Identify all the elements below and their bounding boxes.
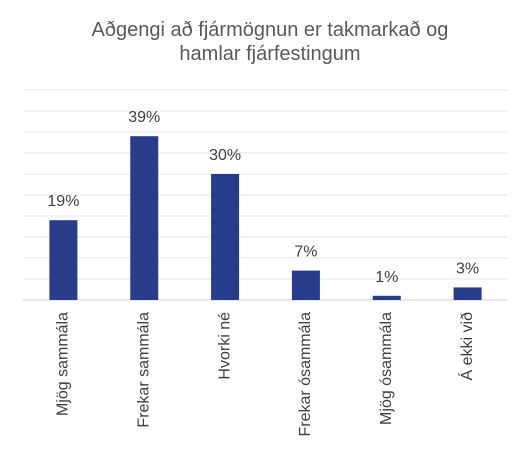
x-tick-label: Hvorki né: [216, 312, 233, 380]
x-tick-label: Á ekki við: [457, 312, 476, 381]
x-tick-label: Frekar sammála: [135, 312, 152, 428]
bar: [291, 270, 320, 300]
data-label: 19%: [47, 193, 79, 210]
x-tick-label: Mjög ósammála: [378, 312, 395, 425]
bar: [453, 287, 482, 300]
bar: [130, 136, 159, 300]
data-label: 30%: [209, 147, 241, 164]
x-tick-label: Mjög sammála: [55, 312, 72, 416]
data-label: 39%: [128, 109, 160, 126]
bar: [372, 295, 401, 300]
data-label: 1%: [375, 269, 398, 286]
x-tick-label: Frekar ósammála: [297, 312, 314, 437]
data-label: 3%: [456, 260, 479, 277]
data-label: 7%: [294, 244, 317, 261]
bar: [211, 174, 240, 300]
chart-title: Aðgengi að fjármögnun er takmarkað og ha…: [91, 19, 449, 65]
bar: [49, 220, 78, 300]
